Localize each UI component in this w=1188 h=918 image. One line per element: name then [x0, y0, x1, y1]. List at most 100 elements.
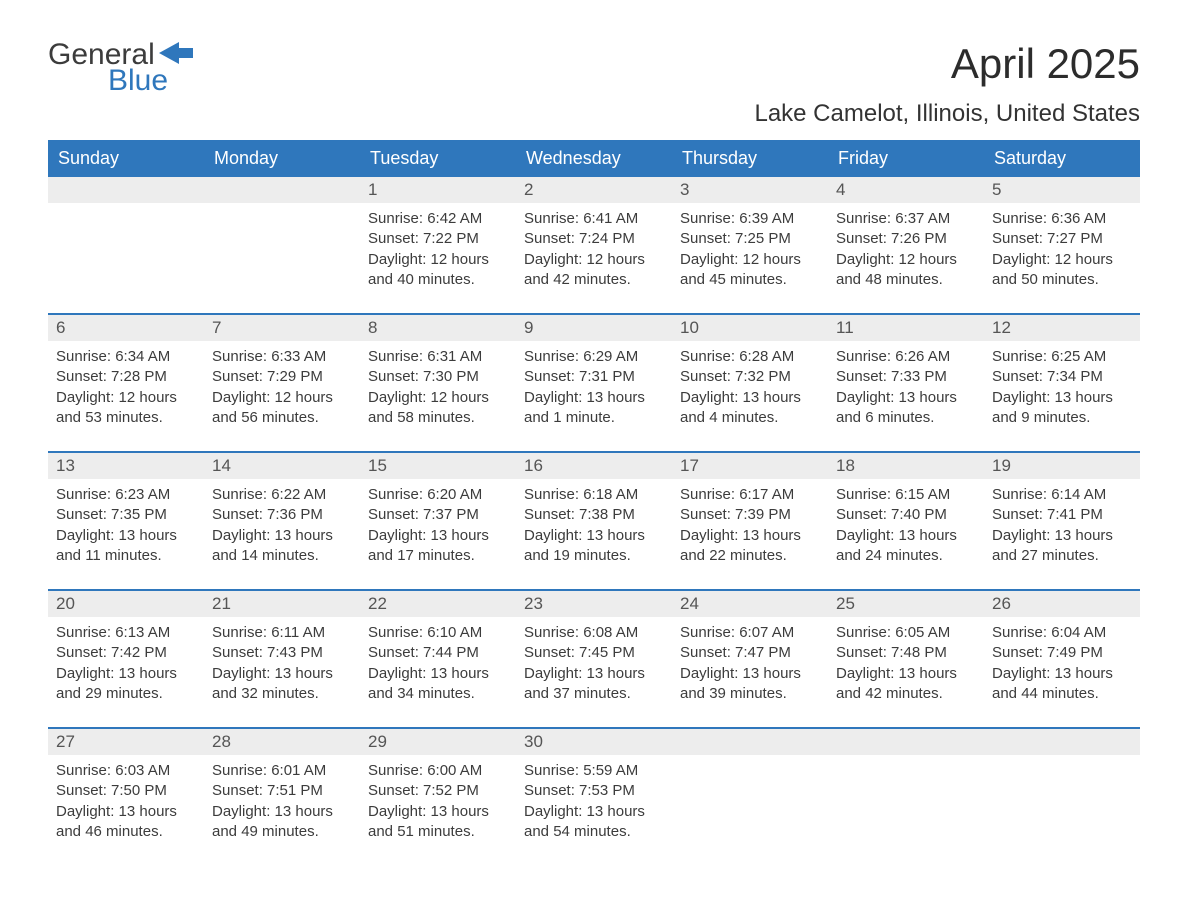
day-cell: Sunrise: 6:28 AMSunset: 7:32 PMDaylight:… — [672, 341, 828, 437]
sunset-text: Sunset: 7:29 PM — [212, 367, 352, 387]
sunrise-text: Sunrise: 6:05 AM — [836, 623, 976, 643]
day-header: Tuesday — [360, 140, 516, 177]
day-cell: Sunrise: 6:17 AMSunset: 7:39 PMDaylight:… — [672, 479, 828, 575]
header: General Blue April 2025 — [48, 40, 1140, 96]
daylight-text: Daylight: 13 hours and 54 minutes. — [524, 802, 664, 843]
sunset-text: Sunset: 7:22 PM — [368, 229, 508, 249]
day-cell: Sunrise: 6:15 AMSunset: 7:40 PMDaylight:… — [828, 479, 984, 575]
day-number: 13 — [48, 453, 204, 479]
day-number: 29 — [360, 729, 516, 755]
calendar: Sunday Monday Tuesday Wednesday Thursday… — [48, 140, 1140, 851]
day-cell — [48, 203, 204, 299]
sunrise-text: Sunrise: 6:28 AM — [680, 347, 820, 367]
sunset-text: Sunset: 7:44 PM — [368, 643, 508, 663]
daylight-text: Daylight: 13 hours and 44 minutes. — [992, 664, 1132, 705]
daylight-text: Daylight: 13 hours and 24 minutes. — [836, 526, 976, 567]
day-number — [48, 177, 204, 203]
day-header: Sunday — [48, 140, 204, 177]
sunset-text: Sunset: 7:39 PM — [680, 505, 820, 525]
daylight-text: Daylight: 13 hours and 39 minutes. — [680, 664, 820, 705]
sunrise-text: Sunrise: 6:00 AM — [368, 761, 508, 781]
sunset-text: Sunset: 7:50 PM — [56, 781, 196, 801]
sunset-text: Sunset: 7:34 PM — [992, 367, 1132, 387]
daylight-text: Daylight: 12 hours and 56 minutes. — [212, 388, 352, 429]
daylight-text: Daylight: 12 hours and 50 minutes. — [992, 250, 1132, 291]
sunrise-text: Sunrise: 6:39 AM — [680, 209, 820, 229]
daylight-text: Daylight: 12 hours and 45 minutes. — [680, 250, 820, 291]
day-number — [672, 729, 828, 755]
daylight-text: Daylight: 13 hours and 1 minute. — [524, 388, 664, 429]
sunrise-text: Sunrise: 6:41 AM — [524, 209, 664, 229]
daylight-text: Daylight: 12 hours and 48 minutes. — [836, 250, 976, 291]
day-number: 23 — [516, 591, 672, 617]
sunset-text: Sunset: 7:33 PM — [836, 367, 976, 387]
sunrise-text: Sunrise: 6:04 AM — [992, 623, 1132, 643]
day-number: 28 — [204, 729, 360, 755]
sunrise-text: Sunrise: 6:42 AM — [368, 209, 508, 229]
sunrise-text: Sunrise: 6:26 AM — [836, 347, 976, 367]
daylight-text: Daylight: 13 hours and 14 minutes. — [212, 526, 352, 567]
day-number: 1 — [360, 177, 516, 203]
sunset-text: Sunset: 7:35 PM — [56, 505, 196, 525]
sunset-text: Sunset: 7:48 PM — [836, 643, 976, 663]
day-number: 21 — [204, 591, 360, 617]
sunrise-text: Sunrise: 6:33 AM — [212, 347, 352, 367]
page-title: April 2025 — [951, 40, 1140, 88]
sunset-text: Sunset: 7:41 PM — [992, 505, 1132, 525]
sunrise-text: Sunrise: 6:07 AM — [680, 623, 820, 643]
daylight-text: Daylight: 13 hours and 27 minutes. — [992, 526, 1132, 567]
day-number: 6 — [48, 315, 204, 341]
week-row: 6789101112Sunrise: 6:34 AMSunset: 7:28 P… — [48, 313, 1140, 437]
week-row: 12345Sunrise: 6:42 AMSunset: 7:22 PMDayl… — [48, 177, 1140, 299]
sunset-text: Sunset: 7:24 PM — [524, 229, 664, 249]
week-row: 27282930Sunrise: 6:03 AMSunset: 7:50 PMD… — [48, 727, 1140, 851]
sunset-text: Sunset: 7:45 PM — [524, 643, 664, 663]
sunset-text: Sunset: 7:28 PM — [56, 367, 196, 387]
day-cell — [984, 755, 1140, 851]
day-number: 11 — [828, 315, 984, 341]
sunrise-text: Sunrise: 6:14 AM — [992, 485, 1132, 505]
day-header: Saturday — [984, 140, 1140, 177]
day-cell: Sunrise: 6:31 AMSunset: 7:30 PMDaylight:… — [360, 341, 516, 437]
day-number: 5 — [984, 177, 1140, 203]
daylight-text: Daylight: 12 hours and 53 minutes. — [56, 388, 196, 429]
day-number: 14 — [204, 453, 360, 479]
daylight-text: Daylight: 13 hours and 22 minutes. — [680, 526, 820, 567]
day-cell — [204, 203, 360, 299]
daylight-text: Daylight: 12 hours and 40 minutes. — [368, 250, 508, 291]
daylight-text: Daylight: 13 hours and 9 minutes. — [992, 388, 1132, 429]
daylight-text: Daylight: 12 hours and 42 minutes. — [524, 250, 664, 291]
sunrise-text: Sunrise: 6:15 AM — [836, 485, 976, 505]
day-cell: Sunrise: 6:10 AMSunset: 7:44 PMDaylight:… — [360, 617, 516, 713]
day-cell: Sunrise: 6:00 AMSunset: 7:52 PMDaylight:… — [360, 755, 516, 851]
day-number: 2 — [516, 177, 672, 203]
sunrise-text: Sunrise: 6:22 AM — [212, 485, 352, 505]
day-number: 10 — [672, 315, 828, 341]
day-cell: Sunrise: 6:18 AMSunset: 7:38 PMDaylight:… — [516, 479, 672, 575]
day-cell: Sunrise: 5:59 AMSunset: 7:53 PMDaylight:… — [516, 755, 672, 851]
sunrise-text: Sunrise: 6:08 AM — [524, 623, 664, 643]
sunrise-text: Sunrise: 6:20 AM — [368, 485, 508, 505]
sunrise-text: Sunrise: 6:03 AM — [56, 761, 196, 781]
sunset-text: Sunset: 7:47 PM — [680, 643, 820, 663]
sunrise-text: Sunrise: 6:29 AM — [524, 347, 664, 367]
sunrise-text: Sunrise: 6:25 AM — [992, 347, 1132, 367]
sunset-text: Sunset: 7:32 PM — [680, 367, 820, 387]
sunset-text: Sunset: 7:40 PM — [836, 505, 976, 525]
daylight-text: Daylight: 13 hours and 19 minutes. — [524, 526, 664, 567]
day-number: 24 — [672, 591, 828, 617]
weeks-container: 12345Sunrise: 6:42 AMSunset: 7:22 PMDayl… — [48, 177, 1140, 851]
day-cell: Sunrise: 6:04 AMSunset: 7:49 PMDaylight:… — [984, 617, 1140, 713]
daylight-text: Daylight: 13 hours and 4 minutes. — [680, 388, 820, 429]
daylight-text: Daylight: 13 hours and 29 minutes. — [56, 664, 196, 705]
sunset-text: Sunset: 7:31 PM — [524, 367, 664, 387]
day-cell: Sunrise: 6:26 AMSunset: 7:33 PMDaylight:… — [828, 341, 984, 437]
sunrise-text: Sunrise: 6:01 AM — [212, 761, 352, 781]
daylight-text: Daylight: 13 hours and 32 minutes. — [212, 664, 352, 705]
daylight-text: Daylight: 13 hours and 34 minutes. — [368, 664, 508, 705]
day-cell: Sunrise: 6:11 AMSunset: 7:43 PMDaylight:… — [204, 617, 360, 713]
location-subtitle: Lake Camelot, Illinois, United States — [48, 100, 1140, 128]
week-row: 13141516171819Sunrise: 6:23 AMSunset: 7:… — [48, 451, 1140, 575]
sunrise-text: Sunrise: 6:11 AM — [212, 623, 352, 643]
day-cell: Sunrise: 6:39 AMSunset: 7:25 PMDaylight:… — [672, 203, 828, 299]
